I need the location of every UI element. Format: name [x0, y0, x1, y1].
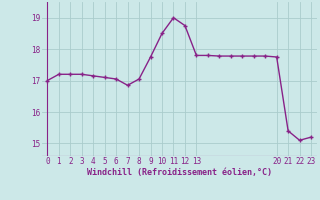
X-axis label: Windchill (Refroidissement éolien,°C): Windchill (Refroidissement éolien,°C)	[87, 168, 272, 177]
